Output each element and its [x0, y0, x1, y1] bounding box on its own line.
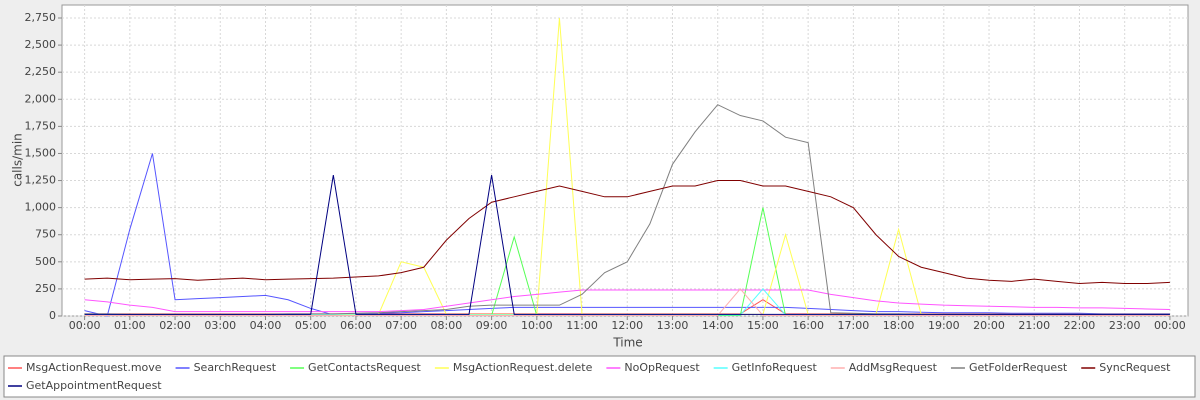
y-tick-label: 1,500	[25, 146, 57, 159]
x-tick-label: 21:00	[1018, 319, 1050, 332]
x-tick-label: 20:00	[973, 319, 1005, 332]
x-tick-label: 05:00	[295, 319, 327, 332]
x-tick-label: 10:00	[521, 319, 553, 332]
y-tick-label: 500	[35, 255, 56, 268]
x-tick-label: 18:00	[883, 319, 915, 332]
x-tick-label: 16:00	[792, 319, 824, 332]
y-tick-label: 2,000	[25, 92, 57, 105]
y-tick-label: 750	[35, 228, 56, 241]
x-tick-label: 00:00	[69, 319, 101, 332]
legend-label: AddMsgRequest	[849, 361, 938, 374]
x-axis-label: Time	[612, 336, 642, 350]
legend-label: MsgActionRequest.move	[26, 361, 162, 374]
x-tick-label: 03:00	[204, 319, 236, 332]
x-tick-label: 14:00	[702, 319, 734, 332]
x-tick-label: 08:00	[431, 319, 463, 332]
y-tick-label: 1,250	[25, 174, 57, 187]
y-tick-label: 1,000	[25, 201, 57, 214]
x-tick-label: 06:00	[340, 319, 372, 332]
legend-label: GetAppointmentRequest	[26, 379, 162, 392]
legend-label: SearchRequest	[194, 361, 277, 374]
series-line	[84, 289, 1170, 313]
x-tick-label: 19:00	[928, 319, 960, 332]
x-tick-label: 01:00	[114, 319, 146, 332]
series-line	[84, 288, 1170, 316]
y-axis-label: calls/min	[11, 133, 25, 187]
y-tick-label: 1,750	[25, 119, 57, 132]
y-tick-label: 250	[35, 282, 56, 295]
x-tick-label: 07:00	[385, 319, 417, 332]
x-tick-label: 11:00	[566, 319, 598, 332]
y-tick-label: 2,750	[25, 11, 57, 24]
y-tick-label: 0	[49, 309, 56, 322]
x-tick-label: 09:00	[476, 319, 508, 332]
y-tick-label: 2,500	[25, 38, 57, 51]
legend-label: GetInfoRequest	[732, 361, 818, 374]
x-tick-label: 12:00	[611, 319, 643, 332]
x-tick-label: 15:00	[747, 319, 779, 332]
x-tick-label: 04:00	[250, 319, 282, 332]
legend-label: NoOpRequest	[624, 361, 700, 374]
series-line	[84, 288, 1170, 316]
series-line	[84, 153, 1170, 317]
legend-label: GetFolderRequest	[969, 361, 1068, 374]
y-tick-label: 2,250	[25, 65, 57, 78]
legend-label: SyncRequest	[1099, 361, 1171, 374]
x-tick-label: 22:00	[1064, 319, 1096, 332]
x-tick-label: 02:00	[159, 319, 191, 332]
x-tick-label: 17:00	[838, 319, 870, 332]
legend-label: GetContactsRequest	[308, 361, 422, 374]
x-tick-label: 00:00	[1154, 319, 1186, 332]
x-tick-label: 13:00	[657, 319, 689, 332]
legend-label: MsgActionRequest.delete	[453, 361, 593, 374]
series-line	[84, 175, 1170, 315]
series-line	[84, 299, 1170, 315]
x-tick-label: 23:00	[1109, 319, 1141, 332]
plot-area	[61, 4, 1189, 317]
series-line	[84, 180, 1170, 284]
legend	[3, 355, 1196, 398]
